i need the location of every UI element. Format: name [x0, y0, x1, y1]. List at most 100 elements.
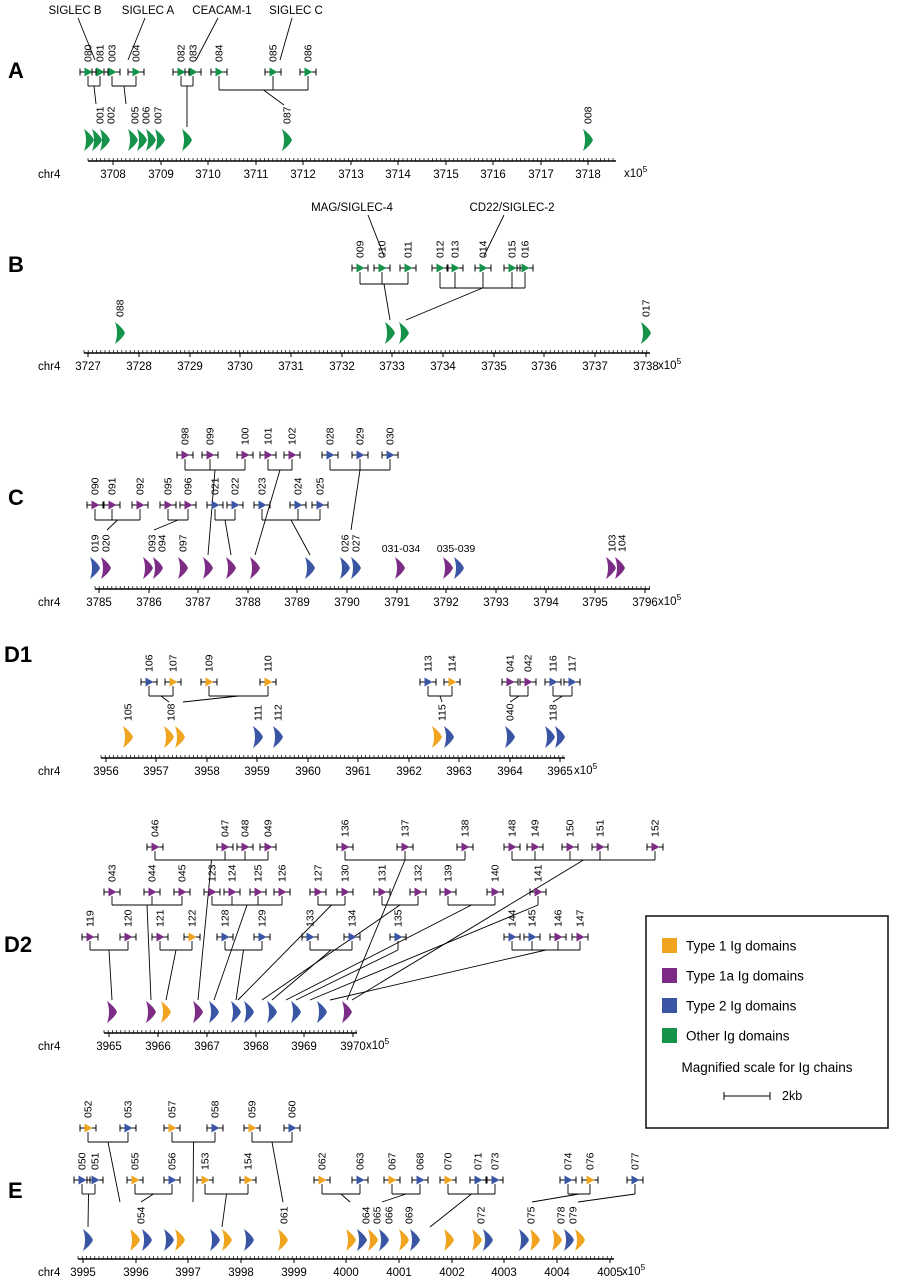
axis-tick-label: 3717 [528, 169, 554, 181]
connector-stem [290, 519, 311, 556]
gene-arrow-icon [545, 726, 555, 748]
connector-stem [107, 1141, 121, 1203]
item-domain-arrow-icon [131, 1175, 140, 1185]
domain-item: 074 [559, 1152, 577, 1185]
gene-family-label: SIGLEC B [48, 5, 101, 17]
axis-tick-label: 3967 [194, 1041, 220, 1053]
item-label: 012 [435, 240, 447, 258]
gene-arrow-icon [575, 1229, 585, 1251]
axis-tick-label: 3738 [633, 361, 659, 373]
axis-tick-label: 3712 [290, 169, 316, 181]
item-domain-arrow-icon [436, 263, 445, 273]
gene-label: 105 [123, 703, 135, 721]
connector-stem [263, 89, 285, 106]
item-label: 125 [253, 864, 265, 882]
gene-arrow-icon [443, 557, 453, 579]
axis-tick-label: 3792 [433, 597, 459, 609]
domain-item: 010 [373, 240, 391, 273]
item-label: 083 [188, 44, 200, 62]
item-label: 085 [268, 44, 280, 62]
item-label: 013 [450, 240, 462, 258]
domain-item: 129 [253, 909, 271, 942]
connector-stem [309, 904, 539, 1001]
item-domain-arrow-icon [241, 450, 250, 460]
gene-arrow-icon [444, 1229, 454, 1251]
item-label: 135 [393, 909, 405, 927]
item-label: 153 [200, 1152, 212, 1170]
connector [148, 686, 174, 703]
axis-tick-label: 3964 [497, 766, 523, 778]
axis-tick-label: 3959 [244, 766, 270, 778]
gene-arrow-icon [317, 1001, 327, 1023]
item-label: 041 [505, 654, 517, 672]
gene-arrow-icon [519, 1229, 529, 1251]
connector-stem [340, 1193, 351, 1203]
gene-label: 006 [141, 106, 153, 124]
axis-unit-label: x105 [624, 164, 648, 180]
domain-item: 045 [173, 864, 191, 897]
gene-label: 001 [95, 106, 107, 124]
connector [261, 509, 321, 556]
item-label: 067 [387, 1152, 399, 1170]
gene-arrow-icon [385, 322, 395, 344]
axis-tick-label: 4002 [439, 1267, 465, 1279]
domain-item: 011 [399, 241, 417, 273]
gene-arrow-icon [100, 129, 110, 151]
item-domain-arrow-icon [356, 450, 365, 460]
domain-item: 152 [646, 819, 664, 852]
connector [509, 686, 529, 703]
domain-item: 145 [523, 909, 541, 942]
panel-letter: D1 [4, 642, 32, 667]
domain-item: 062 [313, 1152, 331, 1185]
connector [153, 509, 189, 531]
axis-tick-label: 3714 [385, 169, 411, 181]
domain-item: 044 [143, 864, 161, 897]
item-label: 150 [565, 819, 577, 837]
axis-unit-label: x105 [658, 592, 682, 608]
item-domain-arrow-icon [531, 842, 540, 852]
connector [154, 851, 269, 1001]
axis-unit-label: x105 [574, 761, 598, 777]
axis-tick-label: 3996 [123, 1267, 149, 1279]
item-label: 124 [227, 864, 239, 882]
item-label: 022 [230, 477, 242, 495]
gene-arrow-icon [203, 557, 213, 579]
gene-label: 088 [115, 299, 127, 317]
domain-item: 119 [81, 910, 99, 942]
connector [381, 1184, 421, 1203]
domain-item: 081 [91, 44, 109, 77]
domain-item: 014 [474, 240, 492, 273]
gene-label: 040 [505, 703, 517, 721]
chromosome-axis: 3965 3966 3967 3968 3969 3970 [96, 1030, 366, 1053]
connector [180, 76, 194, 127]
gene-arrow-icon [182, 129, 192, 151]
item-domain-arrow-icon [254, 887, 263, 897]
item-label: 123 [207, 864, 219, 882]
connector [351, 851, 656, 1001]
chr-label: chr4 [38, 361, 61, 373]
gene-label: 017 [641, 299, 653, 317]
item-label: 137 [400, 819, 412, 837]
item-label: 090 [90, 477, 102, 495]
item-label: 114 [447, 655, 459, 672]
gene-label: 112 [273, 704, 285, 721]
item-domain-arrow-icon [264, 677, 273, 687]
item-domain-arrow-icon [84, 1123, 93, 1133]
item-domain-arrow-icon [211, 500, 220, 510]
gene-arrow-icon [291, 1001, 301, 1023]
item-domain-arrow-icon [91, 500, 100, 510]
connector [211, 896, 283, 1001]
domain-item: 109 [200, 654, 218, 687]
axis-tick-label: 3965 [96, 1041, 122, 1053]
domain-item: 085 [264, 44, 282, 77]
item-domain-arrow-icon [221, 932, 230, 942]
domain-item: 096 [179, 477, 197, 510]
gene-arrow-icon [155, 129, 165, 151]
gene-family-label: MAG/SIGLEC-4 [311, 202, 393, 214]
connector-stem [207, 469, 216, 556]
item-domain-arrow-icon [348, 932, 357, 942]
item-label: 154 [243, 1152, 255, 1170]
item-label: 117 [567, 655, 579, 672]
item-label: 055 [130, 1152, 142, 1170]
item-label: 043 [107, 864, 119, 882]
